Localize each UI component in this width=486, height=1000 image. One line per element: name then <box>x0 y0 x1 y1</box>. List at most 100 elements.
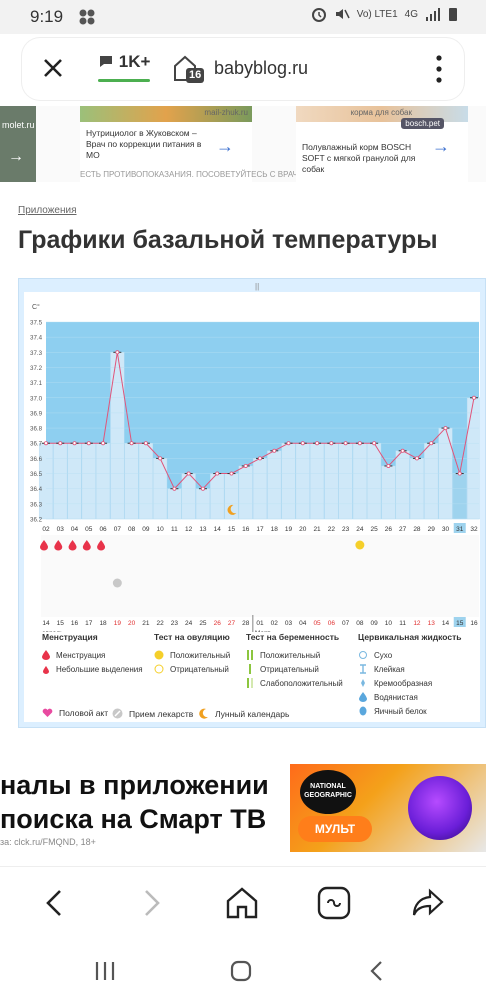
ad-card2-top: корма для собак <box>350 108 412 117</box>
date-label: 14 <box>42 620 50 627</box>
comments-count: 1K+ <box>118 52 151 71</box>
recent-apps-icon[interactable] <box>92 958 118 984</box>
browser-nav-bar <box>0 866 486 942</box>
temperature-bar <box>53 443 68 520</box>
date-label: 21 <box>142 620 150 627</box>
tv-app-banner-ad[interactable]: NATIONAL GEOGRAPHIC МУЛЬТ налы в приложе… <box>0 764 486 852</box>
back-button-icon[interactable] <box>364 958 390 984</box>
double-bar-icon <box>247 650 253 660</box>
temperature-point <box>272 448 277 453</box>
back-icon[interactable] <box>38 885 74 921</box>
temperature-point <box>443 426 448 431</box>
legend-heading: Тест на овуляцию <box>154 632 230 642</box>
x-tick-label: 15 <box>228 526 236 533</box>
ad-left-card[interactable]: molet.ru → <box>0 106 36 182</box>
date-label: 01 <box>256 620 264 627</box>
temperature-point <box>129 441 134 446</box>
ad-card2-text: Полувлажный корм BOSCH SOFT с мягкой гра… <box>302 142 416 174</box>
temperature-point <box>286 441 291 446</box>
x-tick-label: 24 <box>356 526 364 533</box>
temperature-bar <box>96 443 111 520</box>
temperature-bar <box>67 443 82 520</box>
temperature-point <box>386 463 391 468</box>
domain-label[interactable]: babyblog.ru <box>214 58 309 78</box>
home-icon[interactable] <box>224 885 260 921</box>
x-tick-label: 20 <box>299 526 307 533</box>
network-label: 4G <box>404 8 418 20</box>
y-tick-label: 36.5 <box>30 471 43 478</box>
mute-icon <box>335 9 350 19</box>
status-bar: 9:19 Vo) LTE1 4G <box>0 0 486 34</box>
temperature-point <box>329 441 334 446</box>
arrow-right-icon: → <box>8 148 24 165</box>
legend-item: Клейкая <box>374 664 405 674</box>
home-button-icon[interactable] <box>228 958 254 984</box>
faint-bar-icon <box>247 678 253 688</box>
y-unit-label: C° <box>32 303 40 311</box>
app-dots-icon <box>79 9 95 25</box>
legend-item: Водянистая <box>374 692 418 702</box>
comments-counter[interactable]: 1K+ <box>98 52 150 72</box>
temperature-bar <box>138 443 153 520</box>
temperature-bar <box>124 443 139 520</box>
temperature-point <box>215 471 220 476</box>
date-label: 26 <box>214 620 222 627</box>
legend-item: Менструация <box>56 650 106 660</box>
temperature-point <box>471 395 476 400</box>
forward-icon[interactable] <box>132 885 168 921</box>
temperature-point <box>400 448 405 453</box>
x-tick-label: 10 <box>157 526 165 533</box>
temperature-bar <box>295 443 310 520</box>
ad-card-nutrition[interactable]: mail-zhuk.ru Нутрициолог в Жуковском – В… <box>80 106 252 182</box>
x-tick-label: 17 <box>256 526 264 533</box>
legend-ovulation: Тест на овуляцию Положительный Отрицател… <box>154 632 230 676</box>
close-icon[interactable] <box>40 55 66 81</box>
legend-intercourse: Половой акт <box>42 708 108 718</box>
moon-icon <box>227 504 237 515</box>
egg-white-icon <box>359 706 367 716</box>
tabs-button[interactable]: 16 <box>172 52 206 86</box>
banner-line1: налы в приложении <box>0 770 269 800</box>
arrow-right-icon: → <box>432 136 450 156</box>
y-tick-label: 36.7 <box>30 441 43 448</box>
temperature-bar <box>81 443 96 520</box>
natgeo-badge: NATIONAL GEOGRAPHIC <box>300 770 356 814</box>
legend-heading: Тест на беременность <box>246 632 340 642</box>
share-icon[interactable] <box>410 885 446 921</box>
temperature-point <box>429 441 434 446</box>
legend-heading: Цервикальная жидкость <box>358 632 462 642</box>
arrow-right-icon: → <box>216 136 234 156</box>
date-label: 15 <box>456 620 464 627</box>
date-label: 13 <box>428 620 436 627</box>
y-tick-label: 36.6 <box>30 456 43 463</box>
assistant-logo-icon <box>408 776 472 840</box>
temperature-bar <box>395 450 410 520</box>
temperature-bar <box>281 443 296 520</box>
battery-icon <box>449 8 457 21</box>
temperature-bar <box>181 473 196 520</box>
temperature-point <box>115 350 120 355</box>
legend-item: Кремообразная <box>374 678 433 688</box>
date-label: 03 <box>285 620 293 627</box>
date-label: 20 <box>128 620 136 627</box>
drag-handle-icon[interactable]: || <box>255 282 260 291</box>
bbt-chart-panel: C° 37.5 37.4 37.3 37.2 37.1 37.0 36.9 36.8 36.7 36… <box>24 292 482 722</box>
banner-line2: поиска на Смарт ТВ <box>0 804 267 834</box>
y-tick-label: 37.3 <box>30 350 43 357</box>
x-tick-label: 31 <box>456 526 464 533</box>
temperature-point <box>43 441 48 446</box>
x-tick-label: 26 <box>385 526 393 533</box>
temperature-bar <box>367 443 382 520</box>
banner-source: за: clck.ru/FMQND, 18+ <box>0 837 96 847</box>
house-tab-icon <box>174 55 204 83</box>
ad-card-bosch[interactable]: корма для собак bosch.pet Полувлажный ко… <box>296 106 468 182</box>
moon-icon <box>199 708 208 719</box>
x-tick-label: 14 <box>214 526 222 533</box>
more-menu-icon[interactable] <box>436 54 442 84</box>
tabs-icon[interactable] <box>316 885 352 921</box>
legend-item: Яичный белок <box>374 706 427 716</box>
drop-icon <box>42 650 50 660</box>
breadcrumb[interactable]: Приложения <box>18 205 77 216</box>
date-label: 06 <box>328 620 336 627</box>
ad-strip: molet.ru → mail-zhuk.ru Нутрициолог в Жу… <box>0 106 486 182</box>
